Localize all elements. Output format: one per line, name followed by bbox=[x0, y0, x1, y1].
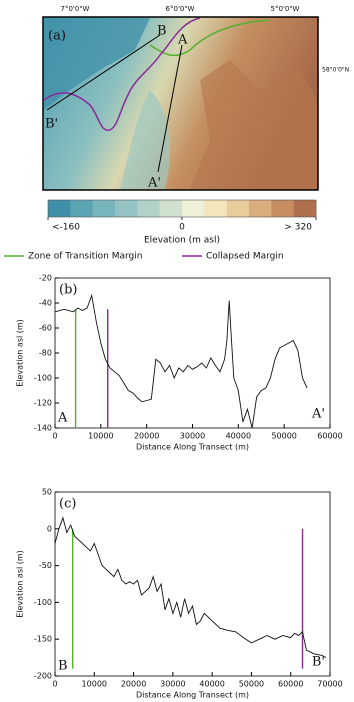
colorbar-swatch bbox=[204, 200, 227, 217]
x-tick-label: 30000 bbox=[160, 680, 185, 689]
y-tick-label: 50 bbox=[42, 488, 52, 497]
transect-end-label: A' bbox=[311, 407, 325, 422]
transect-label: A' bbox=[147, 176, 161, 191]
colorbar-swatch bbox=[48, 200, 71, 217]
colorbar-swatch bbox=[227, 200, 250, 217]
legend-label: Zone of Transition Margin bbox=[28, 252, 142, 262]
colorbar-label: Elevation (m asl) bbox=[144, 236, 220, 246]
y-axis-label: Elevation asl (m) bbox=[16, 319, 25, 387]
plot-frame bbox=[55, 278, 330, 428]
y-tick-label: -40 bbox=[39, 299, 52, 308]
line-chart: -200 -150 -100 -50 0 50 0 10000 20000 30000 40000 5… bbox=[16, 488, 343, 700]
colorbar-swatch bbox=[160, 200, 183, 217]
transect-label: A bbox=[177, 33, 188, 48]
y-tick-label: -150 bbox=[34, 635, 52, 644]
x-tick-label: 40000 bbox=[199, 680, 224, 689]
y-axis-label: Elevation asl (m) bbox=[16, 550, 25, 618]
colorbar-swatch bbox=[271, 200, 294, 217]
y-tick-label: -60 bbox=[39, 324, 52, 333]
x-tick-label: 20000 bbox=[134, 432, 159, 441]
panel-label: (c) bbox=[59, 497, 76, 512]
colorbar-swatch bbox=[294, 200, 317, 217]
colorbar-tick-label: 0 bbox=[179, 223, 185, 233]
legend-label: Collapsed Margin bbox=[206, 252, 284, 262]
y-tick-label: -140 bbox=[34, 424, 52, 433]
lat-label: 58°0'0"N bbox=[322, 67, 349, 74]
colorbar-swatch bbox=[115, 200, 138, 217]
x-tick-label: 0 bbox=[52, 432, 57, 441]
y-tick-label: -80 bbox=[39, 349, 52, 358]
y-tick-label: -50 bbox=[39, 561, 52, 570]
y-tick-label: -20 bbox=[39, 274, 52, 283]
x-tick-label: 20000 bbox=[121, 680, 146, 689]
colorbar-swatch bbox=[93, 200, 116, 217]
transect-end-label: B bbox=[58, 659, 68, 674]
colorbar-swatch bbox=[70, 200, 93, 217]
line-chart: -140 -120 -100 -80 -60 -40 -20 0 10000 20000 30000… bbox=[16, 274, 343, 452]
y-tick-label: -200 bbox=[34, 672, 52, 681]
panel-label: (a) bbox=[48, 29, 66, 44]
x-tick-label: 40000 bbox=[226, 432, 251, 441]
colorbar-swatch bbox=[249, 200, 272, 217]
x-tick-label: 10000 bbox=[82, 680, 107, 689]
transect-end-label: B' bbox=[312, 655, 325, 670]
lon-label: 6°0'0"W bbox=[166, 5, 195, 13]
figure: (a) A A' B B' 7°0'0"W 6°0'0"W 5°0'0"W 58… bbox=[0, 0, 354, 702]
colorbar-tick-label: <-160 bbox=[52, 223, 80, 233]
x-tick-label: 60000 bbox=[278, 680, 303, 689]
data-line bbox=[55, 296, 307, 429]
x-axis-label: Distance Along Transect (m) bbox=[136, 691, 249, 700]
x-tick-label: 0 bbox=[52, 680, 57, 689]
colorbar-tick-label: > 320 bbox=[284, 223, 312, 233]
y-tick-label: -120 bbox=[34, 399, 52, 408]
y-tick-label: 0 bbox=[47, 524, 52, 533]
transect-label: B' bbox=[45, 117, 58, 132]
x-tick-label: 60000 bbox=[317, 432, 342, 441]
transect-end-label: A bbox=[57, 411, 68, 426]
transect-label: B bbox=[157, 24, 167, 39]
x-tick-label: 70000 bbox=[317, 680, 342, 689]
y-tick-label: -100 bbox=[34, 598, 52, 607]
x-axis-label: Distance Along Transect (m) bbox=[136, 443, 249, 452]
x-tick-label: 30000 bbox=[180, 432, 205, 441]
data-line bbox=[55, 518, 326, 658]
x-tick-label: 10000 bbox=[88, 432, 113, 441]
lon-label: 5°0'0"W bbox=[271, 5, 300, 13]
lon-label: 7°0'0"W bbox=[61, 5, 90, 13]
x-tick-label: 50000 bbox=[239, 680, 264, 689]
x-tick-label: 50000 bbox=[271, 432, 296, 441]
panel-label: (b) bbox=[59, 283, 77, 298]
plot-frame bbox=[55, 492, 330, 676]
colorbar-swatch bbox=[182, 200, 205, 217]
y-tick-label: -100 bbox=[34, 374, 52, 383]
colorbar-swatch bbox=[137, 200, 160, 217]
